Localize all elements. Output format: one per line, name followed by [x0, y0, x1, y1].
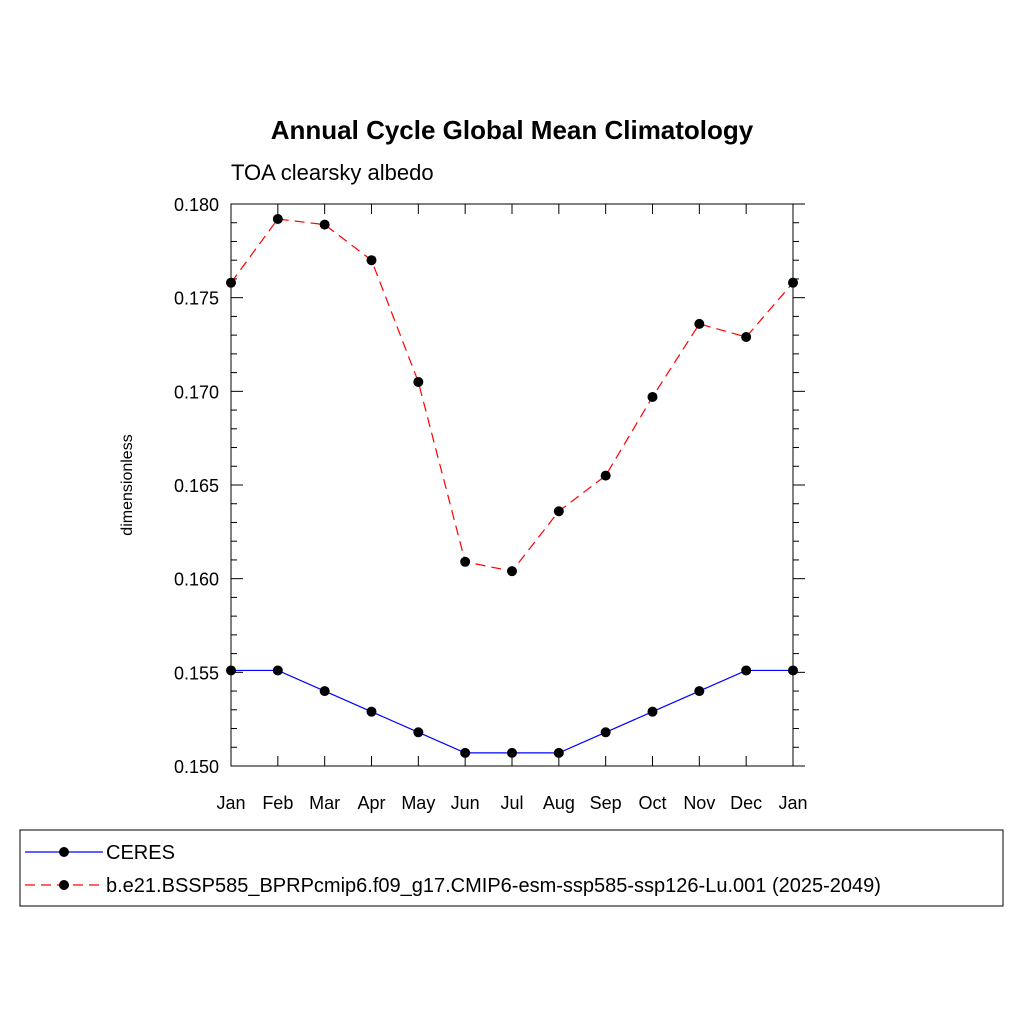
data-point-s1 — [788, 665, 798, 676]
legend-label-2: b.e21.BSSP585_BPRPcmip6.f09_g17.CMIP6-es… — [106, 875, 881, 897]
data-point-s2 — [460, 556, 471, 567]
series-line-1 — [231, 669, 793, 754]
data-point-s2 — [413, 376, 424, 387]
data-point-s2 — [741, 332, 752, 343]
legend-marker-1 — [59, 847, 69, 857]
data-point-s1 — [272, 665, 283, 676]
data-point-s1 — [647, 706, 658, 717]
data-point-s1 — [460, 747, 471, 758]
x-tick-label: Jan — [778, 793, 807, 813]
y-tick-label: 0.170 — [174, 382, 219, 402]
data-point-s2 — [319, 219, 330, 230]
data-point-s1 — [366, 706, 377, 717]
data-point-s2 — [600, 470, 611, 481]
data-point-s2 — [694, 318, 705, 329]
legend-marker-2 — [59, 880, 69, 890]
x-tick-label: Feb — [262, 793, 293, 813]
x-tick-label: Jun — [451, 793, 480, 813]
axis-ticks: Jan Feb Mar Apr May Jun Jul Aug Sep Oct Nov Dec Jan 0… — [174, 195, 808, 813]
data-point-s1 — [553, 747, 564, 758]
data-point-s2 — [507, 566, 517, 577]
series-line-2 — [230, 218, 794, 572]
legend-box — [19, 829, 1004, 907]
data-point-s2 — [553, 506, 564, 517]
data-point-s2 — [272, 213, 283, 224]
y-tick-label: 0.150 — [174, 757, 219, 777]
data-point-s2 — [788, 277, 798, 288]
data-point-s2 — [647, 391, 658, 402]
y-tick-label: 0.175 — [174, 289, 219, 309]
chart-subtitle: TOA clearsky albedo — [231, 160, 434, 185]
x-tick-label: Jan — [216, 793, 245, 813]
y-tick-label: 0.180 — [174, 195, 219, 215]
data-point-s1 — [694, 686, 705, 697]
legend-label-1: CERES — [106, 842, 175, 864]
y-tick-label: 0.155 — [174, 663, 219, 683]
x-tick-label: Mar — [309, 793, 340, 813]
y-axis-label: dimensionless — [119, 434, 136, 535]
x-tick-label: Sep — [590, 793, 622, 813]
x-tick-label: Jul — [500, 793, 523, 813]
data-point-s2 — [366, 255, 377, 266]
data-point-s1 — [319, 686, 330, 697]
x-tick-label: Oct — [638, 793, 666, 813]
x-tick-label: May — [401, 793, 435, 813]
data-point-s2 — [226, 277, 236, 288]
data-point-s1 — [226, 665, 236, 676]
data-point-s1 — [507, 747, 517, 758]
x-tick-label: Dec — [730, 793, 762, 813]
legend: CERES b.e21.BSSP585_BPRPcmip6.f09_g17.CMI… — [25, 842, 881, 897]
data-point-s1 — [741, 665, 752, 676]
x-tick-label: Aug — [543, 793, 575, 813]
y-tick-label: 0.160 — [174, 570, 219, 590]
x-tick-label: Nov — [683, 793, 715, 813]
x-tick-label: Apr — [357, 793, 385, 813]
chart-title: Annual Cycle Global Mean Climatology — [271, 115, 754, 145]
data-point-s1 — [413, 727, 424, 738]
y-tick-label: 0.165 — [174, 476, 219, 496]
chart-series — [226, 213, 798, 758]
plot-frame — [230, 203, 794, 767]
data-point-s1 — [600, 727, 611, 738]
